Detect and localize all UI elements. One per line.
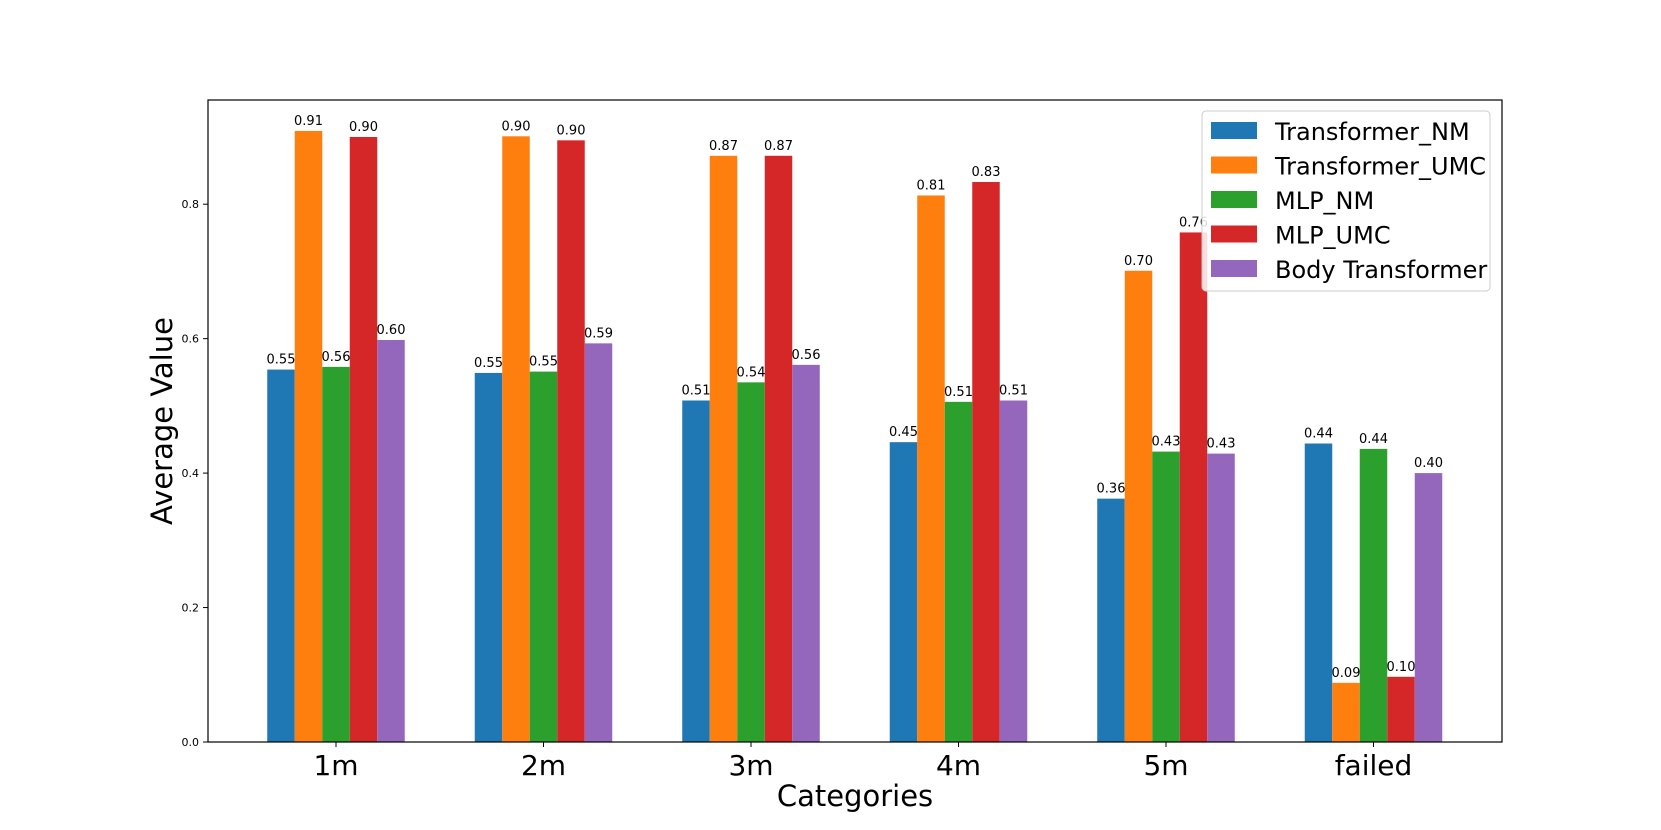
y-axis-label: Average Value (145, 317, 179, 525)
value-label-transformer-umc-3m: 0.87 (709, 139, 738, 154)
legend-swatch-mlp-umc (1211, 225, 1257, 243)
value-label-mlp-nm-2m: 0.55 (529, 355, 558, 370)
value-label-transformer-nm-3m: 0.51 (682, 383, 711, 398)
legend-swatch-body-transformer (1211, 260, 1257, 277)
bar-transformer-umc-4m (917, 195, 945, 742)
value-label-mlp-nm-3m: 0.54 (737, 365, 766, 380)
x-tick-label-failed: failed (1335, 749, 1413, 782)
legend-label-transformer-nm: Transformer_NM (1274, 118, 1470, 146)
bar-transformer-umc-failed (1332, 682, 1360, 742)
value-label-transformer-nm-failed: 0.44 (1304, 427, 1333, 442)
bar-transformer-nm-2m (474, 372, 503, 742)
x-tick-label-1m: 1m (313, 749, 358, 782)
bar-body-transformer-failed (1414, 473, 1443, 742)
value-label-transformer-umc-failed: 0.09 (1332, 666, 1361, 681)
value-label-body-transformer-1m: 0.60 (377, 323, 406, 338)
bar-mlp-nm-2m (529, 371, 558, 742)
value-label-transformer-nm-2m: 0.55 (474, 356, 503, 371)
x-axis: 1m 2m 3m 4m 5m failed (313, 742, 1412, 782)
bar-body-transformer-2m (584, 343, 613, 742)
y-tick-label: 0.4 (182, 467, 200, 480)
legend-label-body-transformer: Body Transformer (1275, 256, 1487, 284)
value-label-transformer-nm-4m: 0.45 (889, 425, 918, 440)
bar-transformer-nm-5m (1097, 498, 1125, 742)
value-label-body-transformer-5m: 0.43 (1207, 437, 1236, 452)
value-label-mlp-nm-5m: 0.43 (1152, 435, 1181, 450)
legend-label-transformer-umc: Transformer_UMC (1274, 153, 1486, 181)
x-axis-label: Categories (777, 779, 933, 813)
value-label-mlp-nm-4m: 0.51 (944, 385, 973, 400)
value-label-transformer-umc-5m: 0.70 (1124, 254, 1153, 269)
bar-mlp-nm-4m (944, 401, 973, 742)
bar-transformer-nm-1m (267, 369, 295, 742)
value-label-transformer-nm-5m: 0.36 (1097, 482, 1126, 497)
bar-transformer-umc-3m (709, 155, 738, 742)
value-label-transformer-umc-2m: 0.90 (502, 119, 531, 134)
bar-mlp-nm-failed (1359, 448, 1388, 742)
legend-label-mlp-umc: MLP_UMC (1275, 222, 1391, 250)
bar-body-transformer-3m (792, 364, 820, 742)
value-label-body-transformer-failed: 0.40 (1414, 456, 1443, 471)
x-tick-label-2m: 2m (521, 749, 566, 782)
value-label-mlp-nm-failed: 0.44 (1359, 432, 1388, 447)
bar-transformer-nm-4m (889, 442, 918, 742)
value-label-mlp-umc-failed: 0.10 (1387, 660, 1416, 675)
bar-body-transformer-4m (999, 400, 1028, 742)
value-label-mlp-umc-2m: 0.90 (557, 123, 586, 138)
value-label-body-transformer-4m: 0.51 (999, 383, 1028, 398)
bar-mlp-nm-5m (1152, 451, 1180, 742)
bars-layer (267, 130, 1443, 743)
bar-body-transformer-5m (1207, 453, 1235, 742)
legend-label-mlp-nm: MLP_NM (1275, 187, 1374, 215)
bar-transformer-umc-1m (294, 130, 323, 742)
y-tick-label: 0.2 (182, 602, 200, 615)
bar-mlp-umc-2m (557, 140, 585, 742)
bar-mlp-nm-1m (322, 366, 350, 742)
bar-mlp-nm-3m (737, 382, 765, 742)
legend-swatch-transformer-umc (1211, 156, 1257, 174)
legend-box (1201, 110, 1491, 292)
x-tick-label-5m: 5m (1143, 749, 1188, 782)
bar-transformer-nm-3m (682, 400, 710, 742)
bar-transformer-umc-5m (1124, 270, 1153, 742)
value-label-transformer-umc-4m: 0.81 (917, 178, 946, 193)
y-axis: 0.0 0.2 0.4 0.6 0.8 (182, 198, 208, 749)
plot-frame (207, 99, 1503, 743)
bar-mlp-umc-failed (1387, 676, 1415, 742)
x-tick-label-4m: 4m (936, 749, 981, 782)
bar-mlp-umc-3m (764, 155, 793, 742)
value-label-mlp-umc-1m: 0.90 (349, 120, 378, 135)
value-label-mlp-umc-4m: 0.83 (972, 165, 1001, 180)
legend: Transformer_NM Transformer_UMC MLP_NM MLP_U… (1201, 110, 1491, 292)
bar-body-transformer-1m (377, 339, 405, 742)
bar-transformer-nm-failed (1304, 443, 1333, 742)
bar-transformer-umc-2m (502, 136, 530, 742)
y-tick-label: 0.6 (182, 333, 200, 346)
value-label-mlp-umc-3m: 0.87 (764, 139, 793, 154)
bar-mlp-umc-4m (972, 182, 1000, 743)
y-tick-label: 0.0 (182, 736, 200, 749)
legend-swatch-transformer-nm (1211, 122, 1257, 139)
value-label-mlp-nm-1m: 0.56 (322, 350, 351, 365)
value-label-body-transformer-2m: 0.59 (584, 326, 613, 341)
value-label-mlp-umc-5m: 0.76 (1179, 215, 1208, 230)
value-label-transformer-umc-1m: 0.91 (294, 114, 323, 129)
y-tick-label: 0.8 (182, 198, 200, 211)
x-tick-label-3m: 3m (728, 749, 773, 782)
bar-mlp-umc-5m (1179, 232, 1208, 742)
bar-mlp-umc-1m (349, 136, 378, 742)
legend-swatch-mlp-nm (1211, 191, 1257, 208)
value-label-body-transformer-3m: 0.56 (792, 348, 821, 363)
value-labels-layer: 0.55 0.91 0.56 0.90 0.60 0.55 0.90 0.55 0.90 0.59… (267, 114, 1443, 681)
value-label-transformer-nm-1m: 0.55 (267, 353, 296, 368)
